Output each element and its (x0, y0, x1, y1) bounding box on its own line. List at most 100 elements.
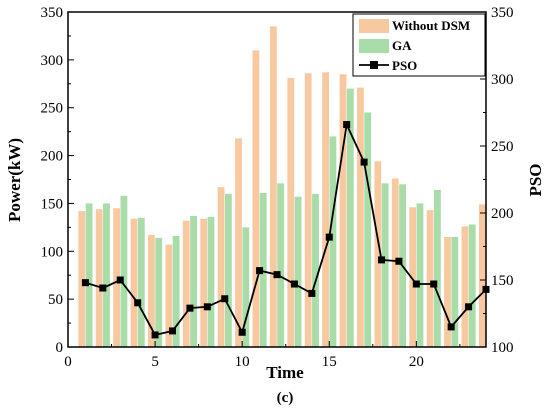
y-right-tick-label-150: 150 (491, 273, 514, 289)
bar-without-dsm-10 (235, 138, 242, 347)
bar-without-dsm-7 (182, 220, 190, 347)
y-left-tick-label-150: 150 (41, 196, 64, 212)
bar-ga-12 (277, 183, 285, 347)
bar-ga-2 (103, 203, 110, 347)
bar-without-dsm-18 (374, 161, 382, 347)
bar-without-dsm-12 (269, 26, 277, 348)
y-right-tick-label-100: 100 (491, 340, 514, 356)
bar-ga-17 (364, 112, 372, 347)
bar-ga-4 (137, 217, 145, 347)
bar-ga-20 (416, 203, 424, 347)
bar-without-dsm-19 (391, 178, 399, 347)
bar-without-dsm-14 (304, 73, 312, 347)
point-pso-4 (134, 299, 142, 307)
y-right-tick-label-350: 350 (491, 5, 514, 21)
point-pso-21 (430, 280, 438, 288)
bar-ga-13 (294, 196, 302, 347)
x-tick-label-0: 0 (64, 354, 72, 370)
bar-without-dsm-1 (78, 211, 86, 347)
bar-without-dsm-17 (357, 87, 364, 348)
legend-label-ga: GA (392, 38, 412, 53)
bar-without-dsm-5 (148, 235, 155, 347)
x-tick-label-15: 15 (322, 354, 337, 370)
bar-without-dsm-8 (200, 218, 208, 347)
x-tick-label-10: 10 (235, 354, 250, 370)
bar-without-dsm-13 (287, 78, 295, 347)
bar-without-dsm-20 (409, 207, 417, 347)
point-pso-23 (465, 303, 473, 311)
y-right-tick-label-200: 200 (491, 206, 514, 222)
ticks: 0 5 10 15 2005010015020025030035010015020025… (41, 5, 514, 370)
y-axis-left-title: Power(kW) (5, 138, 24, 222)
bar-without-dsm-2 (95, 209, 103, 347)
figure-caption: (c) (277, 390, 294, 406)
point-pso-17 (360, 158, 368, 166)
x-tick-label-5: 5 (151, 354, 159, 370)
bar-ga-8 (207, 216, 215, 347)
bar-without-dsm-3 (113, 208, 120, 347)
legend-label-without-dsm: Without DSM (392, 18, 470, 33)
point-pso-12 (273, 271, 281, 279)
point-pso-1 (81, 279, 89, 287)
legend-swatch-without-dsm (359, 19, 389, 33)
bar-without-dsm-23 (461, 226, 469, 347)
bar-without-dsm-11 (252, 50, 260, 347)
point-pso-15 (325, 233, 333, 241)
bar-ga-11 (259, 192, 267, 347)
point-pso-18 (378, 256, 385, 264)
y-right-tick-label-250: 250 (491, 139, 514, 155)
y-right-tick-label-300: 300 (491, 72, 514, 88)
bar-ga-23 (468, 224, 476, 347)
bar-ga-5 (155, 237, 163, 347)
point-pso-11 (256, 267, 264, 275)
bar-ga-10 (242, 227, 250, 347)
point-pso-19 (395, 257, 403, 265)
y-left-tick-label-350: 350 (41, 5, 64, 21)
bar-ga-6 (172, 235, 180, 347)
bar-layer (78, 26, 486, 348)
bar-without-dsm-4 (130, 218, 138, 347)
x-tick-label-20: 20 (409, 354, 424, 370)
bar-without-dsm-16 (339, 74, 347, 348)
point-pso-16 (343, 121, 351, 129)
bar-ga-15 (329, 136, 337, 347)
y-left-tick-label-250: 250 (41, 101, 64, 117)
legend-label-pso: PSO (392, 58, 417, 73)
bar-without-dsm-15 (322, 72, 329, 348)
y-left-tick-label-100: 100 (41, 244, 64, 260)
y-left-tick-label-0: 0 (56, 340, 64, 356)
point-pso-20 (412, 280, 420, 288)
point-pso-10 (238, 328, 246, 336)
bar-ga-1 (85, 203, 93, 347)
point-pso-8 (203, 303, 211, 311)
line-pso (85, 121, 487, 336)
bar-ga-7 (190, 215, 197, 347)
legend-swatch-pso-marker (370, 61, 378, 69)
y-left-tick-label-50: 50 (48, 292, 63, 308)
bar-ga-3 (120, 195, 128, 347)
bar-ga-22 (451, 236, 459, 347)
bar-ga-14 (312, 193, 319, 347)
point-pso-2 (99, 284, 107, 292)
x-axis-title: Time (266, 363, 304, 382)
point-pso-6 (169, 327, 176, 335)
point-pso-13 (290, 280, 298, 288)
bar-without-dsm-24 (478, 204, 486, 347)
legend-swatch-ga (359, 39, 389, 53)
y-left-tick-label-200: 200 (41, 149, 64, 165)
point-pso-7 (186, 304, 194, 312)
bar-ga-18 (381, 183, 389, 347)
legend: Without DSM GA PSO (352, 13, 486, 77)
bar-without-dsm-9 (217, 187, 225, 347)
bar-ga-9 (225, 193, 232, 347)
bar-without-dsm-21 (426, 210, 434, 347)
point-pso-5 (151, 331, 159, 339)
bar-ga-21 (434, 190, 441, 347)
point-pso-14 (308, 289, 316, 297)
bar-ga-16 (346, 88, 354, 347)
point-pso-3 (116, 276, 124, 284)
point-pso-9 (221, 295, 229, 303)
point-pso-22 (447, 323, 455, 331)
y-axis-right-title: PSO (526, 163, 545, 196)
